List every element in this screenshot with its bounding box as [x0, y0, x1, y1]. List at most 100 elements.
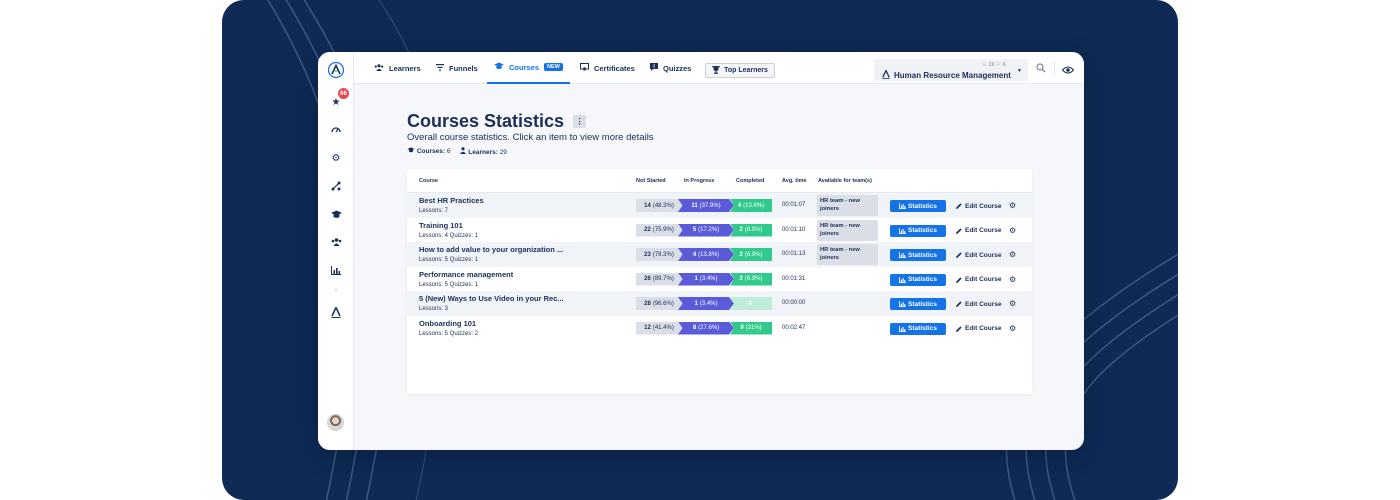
not-started-segment[interactable]: 28 (96.6%)	[636, 297, 682, 310]
avg-time: 00:01:07	[782, 202, 806, 208]
not-started-count: 14	[644, 202, 651, 209]
star-icon[interactable]: ★	[331, 96, 341, 108]
team-users-icon[interactable]	[329, 235, 343, 249]
top-learners-button[interactable]: Top Learners	[705, 63, 775, 78]
chart-icon	[899, 325, 907, 332]
completed-segment[interactable]: 0	[730, 297, 772, 310]
completed-segment[interactable]: 2 (6.9%)	[730, 272, 772, 286]
course-name[interactable]: Performance management	[419, 269, 514, 279]
eye-icon[interactable]	[1061, 62, 1076, 74]
edit-course-label: Edit Course	[965, 325, 1002, 332]
edit-course-button[interactable]: Edit Course	[956, 225, 1001, 237]
table-header: Course Not Started In Progress Completed…	[407, 169, 1032, 193]
tab-learners[interactable]: Learners	[374, 52, 421, 84]
in-progress-segment[interactable]: 5 (17.2%)	[678, 223, 734, 237]
course-settings-gear-icon[interactable]: ⚙	[1009, 274, 1017, 284]
bar-chart-icon[interactable]	[329, 263, 343, 277]
completed-count: 2	[739, 227, 743, 233]
not-started-count: 28	[644, 300, 651, 307]
certificate-icon	[580, 63, 589, 73]
tab-courses[interactable]: Courses NEW	[487, 52, 570, 84]
course-settings-gear-icon[interactable]: ⚙	[1009, 225, 1017, 235]
edit-course-button[interactable]: Edit Course	[956, 298, 1001, 310]
statistics-button[interactable]: Statistics	[890, 200, 946, 212]
edit-course-label: Edit Course	[965, 300, 1002, 308]
in-progress-count: 11	[691, 202, 698, 209]
tab-certificates[interactable]: Certificates	[580, 52, 635, 84]
not-started-percent: (89.7%)	[652, 276, 674, 282]
table-row[interactable]: How to add value to your organization ..…	[407, 242, 1032, 267]
funnel-path-icon[interactable]	[329, 179, 343, 193]
sidebar-separator	[335, 289, 337, 291]
not-started-segment[interactable]: 22 (75.9%)	[636, 223, 682, 237]
table-row[interactable]: Onboarding 101 Lessons: 5 Quizzes: 2 12(…	[407, 316, 1032, 341]
table-row[interactable]: Training 101 Lessons: 4 Quizzes: 1 22 (75…	[407, 218, 1032, 243]
in-progress-segment[interactable]: 4 (13.8%)	[678, 248, 734, 261]
statistics-button[interactable]: Statistics	[890, 224, 946, 237]
in-progress-segment[interactable]: 1 (3.4%)	[678, 272, 734, 286]
in-progress-count: 8	[692, 325, 697, 331]
statistics-button[interactable]: Statistics	[890, 273, 946, 286]
brand-logo-icon[interactable]	[328, 62, 344, 78]
in-progress-segment[interactable]: 8 (27.6%)	[678, 321, 734, 335]
tab-funnels-label: Funnels	[449, 63, 478, 73]
title-menu-button[interactable]: ⋮	[573, 115, 587, 128]
table-row[interactable]: Best HR Practices Lessons: 7 14 (48.3%) 1…	[407, 193, 1032, 218]
in-progress-percent: (3.4%)	[699, 300, 718, 307]
statistics-button[interactable]: Statistics	[890, 249, 946, 261]
sidebar: ★ 66 ⚙	[318, 52, 354, 450]
completed-segment[interactable]: 2 (6.9%)	[730, 223, 772, 237]
completed-segment[interactable]: 4 (13.8%)	[730, 199, 772, 212]
course-settings-gear-icon[interactable]: ⚙	[1009, 323, 1017, 333]
avg-time: 00:01:10	[782, 226, 806, 233]
chart-icon	[899, 252, 907, 258]
statistics-label: Statistics	[908, 202, 937, 210]
not-started-percent: (75.9%)	[652, 227, 674, 233]
org-counts: ⚇ 29 ⚐ 6	[982, 62, 1006, 68]
edit-course-button[interactable]: Edit Course	[956, 274, 1001, 286]
organization-selector[interactable]: ⚇ 29 ⚐ 6 Human Resource Management ▼	[874, 59, 1028, 81]
course-name[interactable]: 5 (New) Ways to Use Video in your Rec...	[419, 294, 564, 303]
completed-segment[interactable]: 2 (6.9%)	[730, 248, 772, 261]
avg-time: 00:01:13	[782, 251, 806, 257]
table-row[interactable]: 5 (New) Ways to Use Video in your Rec...…	[407, 291, 1032, 316]
statistics-button[interactable]: Statistics	[890, 322, 946, 335]
edit-course-button[interactable]: Edit Course	[956, 200, 1001, 212]
course-name[interactable]: Training 101	[419, 220, 463, 230]
completed-count: 9	[740, 325, 744, 331]
edit-course-button[interactable]: Edit Course	[956, 249, 1001, 261]
statistics-button[interactable]: Statistics	[890, 298, 946, 310]
user-avatar[interactable]	[327, 414, 344, 431]
tab-quizzes[interactable]: Quizzes	[650, 52, 691, 84]
learners-count-value: 29	[499, 149, 507, 156]
not-started-segment[interactable]: 26 (89.7%)	[636, 272, 682, 286]
course-settings-gear-icon[interactable]: ⚙	[1009, 201, 1017, 210]
course-meta: Lessons: 5 Quizzes: 1	[419, 281, 479, 288]
filter-icon	[436, 63, 444, 73]
course-meta: Lessons: 5 Quizzes: 1	[419, 257, 479, 263]
tab-funnels[interactable]: Funnels	[436, 52, 478, 84]
search-icon[interactable]	[1036, 63, 1048, 75]
header-in-progress: In Progress	[684, 178, 715, 184]
edit-course-label: Edit Course	[965, 276, 1002, 283]
in-progress-segment[interactable]: 1 (3.4%)	[678, 297, 734, 310]
pencil-icon	[956, 325, 962, 332]
course-name[interactable]: Best HR Practices	[419, 196, 484, 205]
brand-mark-icon[interactable]	[329, 305, 343, 319]
pencil-icon	[956, 203, 962, 209]
not-started-segment[interactable]: 12 (41.4%)	[636, 321, 682, 335]
completed-segment[interactable]: 9 (31%)	[730, 321, 772, 335]
settings-gear-icon[interactable]: ⚙	[331, 152, 341, 164]
table-row[interactable]: Performance management Lessons: 5 Quizze…	[407, 267, 1032, 292]
course-settings-gear-icon[interactable]: ⚙	[1009, 299, 1017, 308]
course-name[interactable]: Onboarding 101	[419, 318, 477, 328]
edit-course-button[interactable]: Edit Course	[956, 323, 1001, 335]
course-settings-gear-icon[interactable]: ⚙	[1009, 250, 1017, 259]
dashboard-gauge-icon[interactable]	[329, 123, 343, 137]
main-content: Courses Statistics ⋮ Overall course stat…	[354, 84, 1084, 450]
not-started-segment[interactable]: 23 (79.3%)	[636, 248, 682, 261]
in-progress-segment[interactable]: 11 (37.9%)	[678, 199, 734, 212]
not-started-segment[interactable]: 14 (48.3%)	[636, 199, 682, 212]
course-name[interactable]: How to add value to your organization ..…	[419, 245, 564, 254]
graduation-cap-icon[interactable]	[329, 207, 343, 221]
